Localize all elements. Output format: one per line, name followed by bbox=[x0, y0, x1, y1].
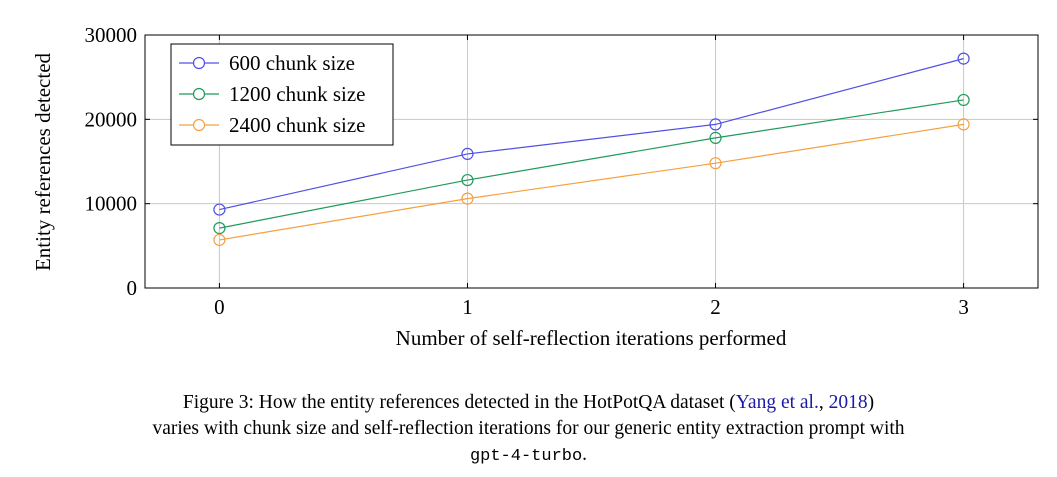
series-2-point bbox=[957, 93, 970, 107]
series-line-3 bbox=[219, 123, 964, 241]
series-2-point bbox=[213, 222, 226, 235]
line-chart: 0 1 2 3 0 10000 20000 30000 600 chunk size 1200… bbox=[31, 23, 1039, 350]
series-2-point bbox=[709, 131, 722, 144]
legend-label: 1200 chunk size bbox=[229, 82, 365, 106]
series-2-point bbox=[461, 173, 474, 187]
x-tick-label: 1 bbox=[462, 295, 473, 319]
y-axis-ticks: 0 10000 20000 30000 bbox=[85, 23, 1038, 300]
y-axis-label: Entity references detected bbox=[31, 52, 55, 271]
caption-code: gpt-4-turbo bbox=[469, 447, 583, 466]
caption-line-2: varies with chunk size and self-reflecti… bbox=[152, 418, 905, 439]
series-3-point bbox=[213, 233, 226, 247]
legend-marker bbox=[192, 118, 206, 132]
caption-after-ref: ) bbox=[867, 392, 875, 413]
x-axis-label: Number of self-reflection iterations per… bbox=[396, 326, 787, 350]
series-1-point bbox=[213, 203, 226, 216]
x-tick-label: 2 bbox=[710, 295, 721, 319]
figure-caption: Figure 3: How the entity references dete… bbox=[20, 390, 1037, 470]
y-tick-label: 20000 bbox=[85, 107, 138, 131]
series-1-point bbox=[461, 147, 474, 161]
x-tick-label: 0 bbox=[214, 295, 225, 319]
caption-end: . bbox=[582, 444, 588, 465]
x-tick-label: 3 bbox=[958, 295, 969, 319]
y-tick-label: 30000 bbox=[85, 23, 138, 47]
legend: 600 chunk size 1200 chunk size 2400 chunk … bbox=[170, 43, 394, 146]
series-3-point bbox=[461, 192, 474, 205]
series-3-point bbox=[957, 118, 970, 131]
caption-prefix: Figure 3: How the entity references dete… bbox=[182, 392, 736, 413]
x-axis-ticks: 0 1 2 3 bbox=[214, 35, 969, 319]
citation-separator: , bbox=[818, 392, 829, 413]
legend-label: 600 chunk size bbox=[229, 51, 355, 75]
plot-frame bbox=[144, 34, 1039, 289]
legend-marker bbox=[192, 87, 206, 101]
y-tick-label: 0 bbox=[127, 276, 138, 300]
series-line-1 bbox=[219, 58, 964, 211]
legend-label: 2400 chunk size bbox=[229, 113, 365, 137]
citation-author-link[interactable]: Yang et al. bbox=[735, 392, 819, 413]
series-1-point bbox=[957, 52, 970, 65]
series-3-point bbox=[709, 157, 722, 170]
series-line-2 bbox=[219, 99, 964, 229]
series-layer bbox=[213, 52, 970, 247]
legend-marker bbox=[192, 56, 206, 70]
series-1-point bbox=[709, 118, 722, 131]
citation-year-link[interactable]: 2018 bbox=[828, 392, 868, 413]
y-tick-label: 10000 bbox=[85, 192, 138, 216]
